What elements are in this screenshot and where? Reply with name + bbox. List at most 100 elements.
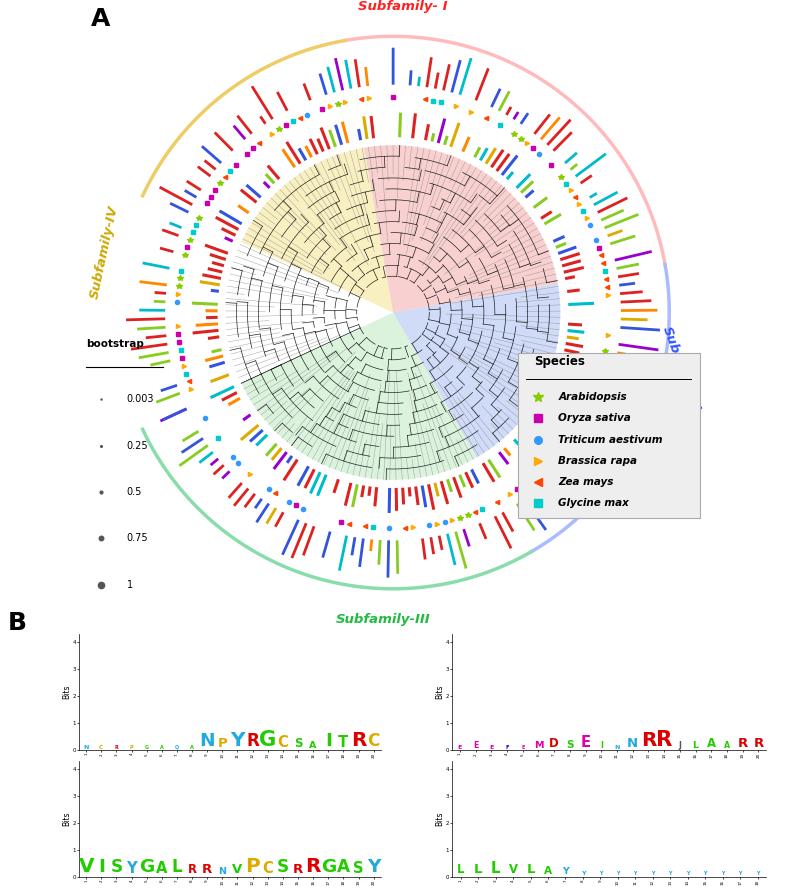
Text: C: C [99, 745, 103, 749]
Text: Species: Species [534, 355, 585, 368]
Text: L: L [692, 740, 699, 749]
Text: Y: Y [127, 862, 137, 876]
Text: bootstrap: bootstrap [86, 338, 145, 349]
Text: Oryza sativa: Oryza sativa [558, 413, 631, 423]
Text: Q: Q [175, 745, 179, 749]
Text: Y: Y [738, 872, 742, 876]
Y-axis label: Bits: Bits [62, 812, 71, 826]
Text: Subfamily-III: Subfamily-III [336, 613, 430, 626]
Text: E: E [521, 745, 524, 749]
Text: Arabidopsis: Arabidopsis [558, 392, 627, 402]
Y-axis label: Bits: Bits [62, 685, 71, 699]
Text: A: A [724, 740, 730, 749]
Text: S: S [277, 858, 289, 876]
Wedge shape [393, 283, 560, 457]
Text: L: L [474, 864, 483, 876]
Text: N: N [200, 731, 215, 749]
Text: E: E [581, 735, 590, 749]
Text: V: V [509, 864, 518, 876]
Text: Y: Y [634, 872, 637, 876]
Text: Subfamily-II: Subfamily-II [660, 325, 703, 413]
Text: Y: Y [669, 872, 672, 876]
Text: 0.75: 0.75 [127, 533, 149, 544]
Y-axis label: Bits: Bits [435, 812, 444, 826]
Text: Brassica rapa: Brassica rapa [558, 455, 637, 466]
Text: A: A [90, 7, 110, 31]
Wedge shape [241, 313, 476, 480]
Text: R: R [115, 745, 119, 749]
Text: N: N [219, 867, 226, 876]
Text: L: L [491, 862, 501, 876]
Text: P: P [218, 737, 227, 749]
Text: L: L [457, 864, 465, 876]
Text: V: V [79, 857, 94, 876]
Text: R: R [293, 864, 303, 876]
Text: Y: Y [756, 872, 759, 876]
Text: V: V [233, 864, 243, 876]
Text: R: R [351, 730, 366, 749]
Text: Glycine max: Glycine max [558, 498, 630, 508]
Wedge shape [364, 146, 558, 313]
Text: S: S [110, 858, 123, 876]
Text: Y: Y [562, 867, 569, 876]
Text: 0.5: 0.5 [127, 487, 142, 497]
Text: N: N [83, 745, 89, 749]
Text: J: J [678, 740, 681, 749]
Text: G: G [259, 730, 277, 749]
Text: A: A [310, 740, 317, 749]
Text: F: F [505, 745, 509, 749]
Text: S: S [353, 862, 364, 876]
Text: E: E [473, 740, 478, 749]
Text: Subfamily- I: Subfamily- I [358, 0, 448, 13]
Text: A: A [156, 862, 167, 876]
Text: Subfamily-IV: Subfamily-IV [88, 204, 121, 300]
Text: D: D [549, 737, 559, 749]
Text: E: E [489, 745, 494, 749]
Text: P: P [245, 857, 260, 876]
Text: Y: Y [651, 872, 655, 876]
Text: 0.003: 0.003 [127, 394, 154, 405]
Text: R: R [202, 864, 212, 876]
Text: C: C [368, 731, 380, 749]
Text: R: R [656, 730, 672, 749]
Text: Y: Y [721, 872, 725, 876]
Text: A: A [544, 866, 552, 876]
Text: T: T [338, 735, 348, 749]
Text: A: A [160, 745, 163, 749]
Text: R: R [246, 731, 259, 749]
Text: A: A [707, 737, 716, 749]
Text: Y: Y [367, 858, 380, 876]
Text: Zea mays: Zea mays [558, 477, 614, 487]
Text: G: G [145, 745, 149, 749]
Text: Y: Y [599, 872, 602, 876]
Text: Y: Y [686, 872, 689, 876]
Text: G: G [139, 858, 154, 876]
Text: M: M [534, 740, 543, 749]
Text: 0.25: 0.25 [127, 440, 149, 451]
Text: R: R [737, 737, 748, 749]
Text: P: P [130, 745, 134, 749]
Text: Triticum aestivum: Triticum aestivum [558, 435, 663, 445]
Text: N: N [615, 745, 619, 749]
Text: R: R [306, 857, 321, 876]
Text: I: I [325, 731, 332, 749]
Text: A: A [190, 745, 194, 749]
Text: I: I [97, 858, 105, 876]
Bar [518, 353, 700, 518]
Text: E: E [457, 745, 462, 749]
Text: C: C [277, 735, 288, 749]
Text: R: R [753, 737, 764, 749]
Text: G: G [321, 858, 336, 876]
Text: N: N [627, 737, 638, 749]
Wedge shape [241, 147, 393, 313]
Text: Y: Y [581, 872, 586, 876]
Y-axis label: Bits: Bits [435, 685, 444, 699]
Text: I: I [600, 740, 603, 749]
Text: L: L [171, 858, 182, 876]
Text: R: R [641, 730, 656, 749]
Text: Y: Y [703, 872, 707, 876]
Text: B: B [8, 611, 27, 635]
Text: Y: Y [230, 730, 244, 749]
Text: S: S [294, 737, 303, 749]
Text: C: C [263, 862, 274, 876]
